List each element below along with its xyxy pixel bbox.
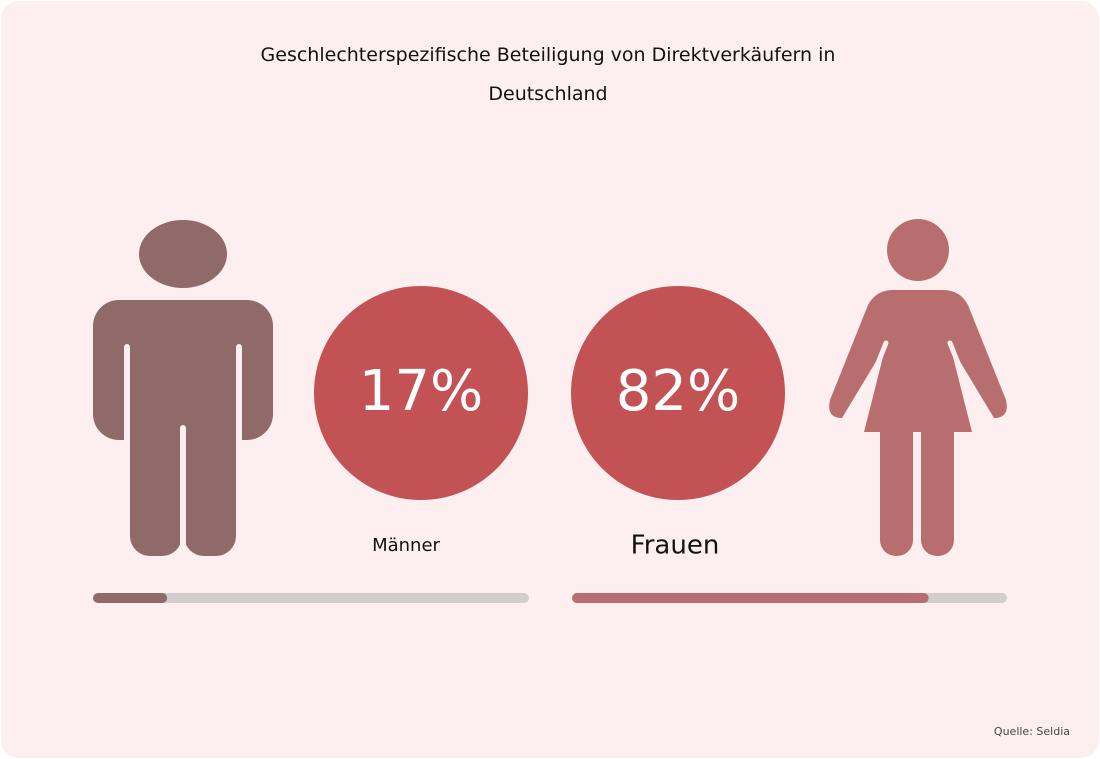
chart-title: Geschlechterspezifische Beteiligung von … xyxy=(260,44,836,105)
female-icon xyxy=(829,219,1007,556)
category-label: Frauen xyxy=(631,531,720,561)
value-label: 17% xyxy=(359,359,483,424)
value-circle xyxy=(571,286,785,500)
progress-bar xyxy=(93,593,168,603)
value-label: 82% xyxy=(616,359,740,424)
value-circle xyxy=(314,286,528,500)
source: Quelle: Seldia xyxy=(994,725,1070,738)
category-label: Männer xyxy=(372,535,440,556)
male-icon xyxy=(93,220,273,563)
progress-track xyxy=(93,593,529,603)
progress-bar xyxy=(572,593,929,603)
title-box: Geschlechterspezifische Beteiligung von … xyxy=(260,44,836,105)
